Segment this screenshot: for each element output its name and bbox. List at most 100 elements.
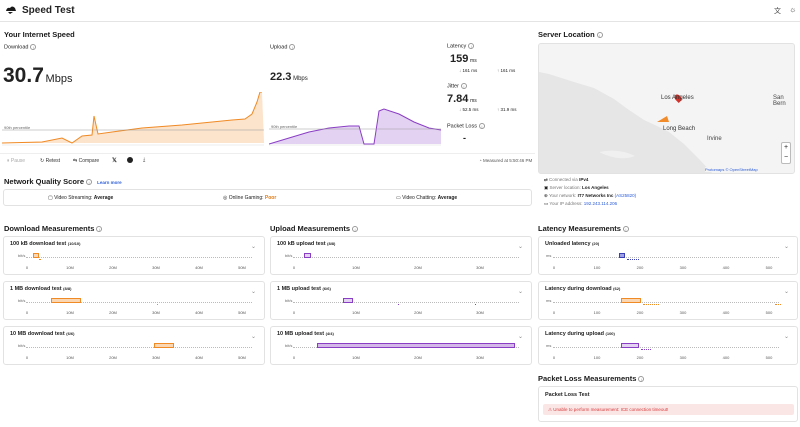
x-tick: 20M (109, 265, 117, 270)
dl-1mb-card[interactable]: 1 MB download test (8/8) ⌄ bit/s 0 10M 2… (3, 281, 265, 320)
latency-value: 159 ms (450, 53, 477, 65)
x-tick: 0 (552, 355, 556, 360)
jitter-up: ↑ 31.9 ms (497, 107, 517, 112)
info-icon[interactable]: i (289, 44, 296, 50)
translate-icon[interactable]: 文 (774, 8, 781, 15)
x-tick: 400 (722, 265, 730, 270)
x-tick: 0 (552, 310, 556, 315)
axis-line (553, 302, 779, 303)
learn-more-link[interactable]: Learn more (97, 180, 122, 185)
x-tick: 30M (152, 265, 160, 270)
app-header: Speed Test 文 ☼ (0, 0, 800, 22)
map-label-irvine: Irvine (707, 136, 722, 142)
section-title-speed: Your Internet Speed (4, 30, 75, 39)
quality-card: ▢ Video Streaming: Average ◎ Online Gami… (3, 189, 532, 206)
info-icon[interactable]: i (96, 226, 103, 233)
axis-line (26, 347, 252, 348)
x-tick: 200 (636, 355, 644, 360)
x-tick: 20M (414, 355, 422, 360)
connected-via: ⇄ Connected via IPv4 (544, 177, 589, 182)
chevron-down-icon[interactable]: ⌄ (783, 289, 789, 295)
theme-toggle-icon[interactable]: ☼ (789, 5, 797, 14)
x-tick: 10M (352, 355, 360, 360)
y-axis-label: bit/s (18, 253, 26, 258)
x-tick: 0 (25, 265, 29, 270)
info-icon[interactable]: i (86, 179, 93, 186)
x-tick: 30M (476, 265, 484, 270)
zoom-controls[interactable]: + − (781, 142, 791, 164)
pause-button[interactable]: ⏸ Pause (7, 158, 26, 164)
x-tick: 300 (679, 265, 687, 270)
retest-button[interactable]: ↻ Retest (40, 158, 61, 164)
info-icon[interactable]: i (460, 83, 467, 89)
facebook-share-icon[interactable] (127, 157, 133, 163)
map-label-la: Los Angeles (661, 95, 694, 101)
x-tick: 0 (292, 310, 296, 315)
boxplot (304, 253, 311, 258)
upload-chart (269, 108, 442, 146)
compare-button[interactable]: ⇆ Compare (73, 158, 100, 164)
info-icon[interactable]: i (352, 226, 359, 233)
upload-value: 22.3 Mbps (270, 71, 308, 83)
ul-1mb-card[interactable]: 1 MB upload test (6/6) ⌄ bit/s 0 10M 20M… (270, 281, 532, 320)
ul-100kb-card[interactable]: 100 kB upload test (8/8) ⌄ bit/s 0 10M 2… (270, 236, 532, 275)
test-title: Latency during download (62) (545, 286, 621, 292)
info-icon[interactable]: i (478, 123, 485, 129)
x-tick: 20M (109, 310, 117, 315)
x-tick: 0 (292, 265, 296, 270)
chevron-down-icon[interactable]: ⌄ (517, 289, 523, 295)
chevron-down-icon[interactable]: ⌄ (517, 334, 523, 340)
x-tick: 10M (66, 310, 74, 315)
server-map[interactable]: Los Angeles Long Beach Irvine San Bern +… (538, 43, 795, 174)
ul-10mb-card[interactable]: 10 MB upload test (4/4) ⌄ bit/s 0 10M 20… (270, 326, 532, 365)
info-icon[interactable]: i (468, 43, 475, 49)
test-title: 1 MB upload test (6/6) (277, 286, 331, 292)
chevron-down-icon[interactable]: ⌄ (783, 334, 789, 340)
info-icon[interactable]: i (30, 44, 37, 50)
x-tick: 40M (195, 310, 203, 315)
y-axis-label: ms (546, 343, 552, 348)
info-icon[interactable]: i (596, 32, 603, 39)
boxplot (317, 343, 515, 348)
lat-unloaded-card[interactable]: Unloaded latency (20) ⌄ ms 0 100 200 300… (538, 236, 798, 275)
info-icon[interactable]: i (622, 226, 629, 233)
upload-measurements-title: Upload Measurements i (270, 224, 359, 233)
x-tick: 300 (679, 310, 687, 315)
chevron-down-icon[interactable]: ⌄ (517, 244, 523, 250)
upload-label: Upload i (270, 44, 296, 50)
map-label-sanbern: San Bern (773, 95, 786, 107)
chevron-down-icon[interactable]: ⌄ (250, 244, 256, 250)
lat-download-card[interactable]: Latency during download (62) ⌄ ms 0 100 … (538, 281, 798, 320)
x-tick: 50M (238, 265, 246, 270)
measured-at: ◔ Measured at 5:50:46 PM (479, 158, 533, 163)
boxplot (621, 343, 639, 348)
server-location-row: ▣ Server location: Los Angeles (544, 185, 609, 190)
info-icon[interactable]: i (638, 376, 645, 383)
jitter-down: ↓ 52.5 ms (459, 107, 479, 112)
test-title: Unloaded latency (20) (545, 241, 600, 247)
x-tick: 100 (593, 310, 601, 315)
outlier-point (39, 259, 41, 260)
gaming-score: ◎ Online Gaming: Poor (223, 195, 277, 201)
x-tick: 500 (765, 355, 773, 360)
boxplot (621, 298, 641, 303)
chevron-down-icon[interactable]: ⌄ (250, 334, 256, 340)
x-tick: 30M (152, 355, 160, 360)
download-chart (2, 92, 264, 146)
test-title: 10 MB download test (6/6) (10, 331, 75, 337)
latency-up: ↑ 161 ms (497, 68, 516, 73)
quality-title: Network Quality Score i Learn more (4, 177, 122, 186)
x-share-icon[interactable]: 𝕏 (112, 158, 117, 164)
latency-label: Latency i (447, 43, 475, 49)
dl-10mb-card[interactable]: 10 MB download test (6/6) ⌄ bit/s 0 10M … (3, 326, 265, 365)
chevron-down-icon[interactable]: ⌄ (250, 289, 256, 295)
axis-line (26, 302, 252, 303)
dl-100kb-card[interactable]: 100 kB download test (10/10) ⌄ bit/s 0 1… (3, 236, 265, 275)
x-tick: 20M (109, 355, 117, 360)
chevron-down-icon[interactable]: ⌄ (783, 244, 789, 250)
download-results-icon[interactable]: ⤓ (143, 157, 146, 163)
boxplot (33, 253, 39, 258)
lat-upload-card[interactable]: Latency during upload (100) ⌄ ms 0 100 2… (538, 326, 798, 365)
x-tick: 10M (66, 265, 74, 270)
map-credit[interactable]: Protomaps © OpenStreetMap (705, 167, 758, 172)
